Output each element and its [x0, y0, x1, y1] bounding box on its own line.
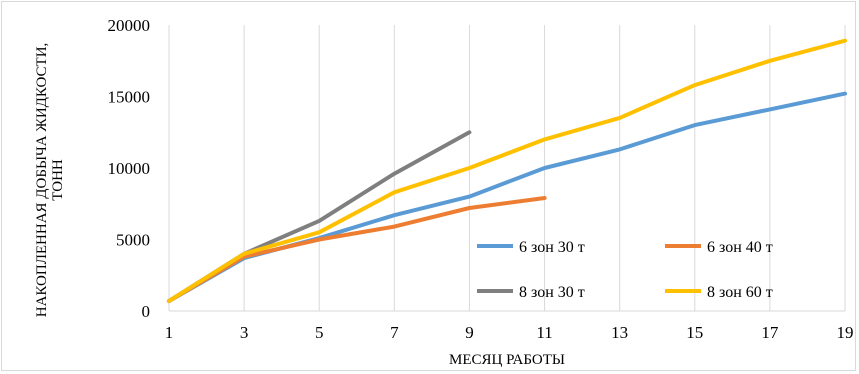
- x-tick-labels: 1 3 5 7 9 11 13 15 17 19: [165, 323, 854, 342]
- legend: 6 зон 30 т 6 зон 40 т 8 зон 30 т 8 зон 60 т: [477, 239, 773, 301]
- legend-label: 6 зон 40 т: [707, 239, 773, 256]
- y-tick-label: 20000: [108, 16, 151, 35]
- series-lines: [167, 38, 847, 303]
- x-axis-title: МЕСЯЦ РАБОТЫ: [449, 352, 565, 368]
- series-line: [167, 91, 847, 303]
- y-axis-title-line2: ТОНН: [50, 159, 66, 201]
- x-tick-label: 3: [240, 323, 249, 342]
- x-tick-label: 9: [465, 323, 474, 342]
- y-axis-title: НАКОПЛЕННАЯ ДОБЫЧА ЖИДКОСТИ, ТОНН: [34, 43, 66, 318]
- y-tick-label: 15000: [108, 88, 151, 107]
- x-tick-label: 15: [686, 323, 703, 342]
- series-line: [167, 38, 847, 303]
- y-axis-title-line1: НАКОПЛЕННАЯ ДОБЫЧА ЖИДКОСТИ,: [34, 43, 50, 318]
- x-tick-label: 7: [390, 323, 399, 342]
- y-tick-label: 5000: [116, 231, 150, 250]
- legend-label: 6 зон 30 т: [519, 239, 585, 256]
- legend-label: 8 зон 30 т: [519, 284, 585, 301]
- gridlines: [168, 25, 846, 312]
- series-line: [167, 196, 547, 303]
- y-tick-label: 10000: [108, 159, 151, 178]
- y-tick-labels: 0 5000 10000 15000 20000: [108, 16, 151, 321]
- y-tick-label: 0: [142, 302, 151, 321]
- x-tick-label: 1: [165, 323, 174, 342]
- x-tick-label: 17: [761, 323, 779, 342]
- x-tick-label: 13: [611, 323, 628, 342]
- legend-label: 8 зон 60 т: [707, 284, 773, 301]
- x-tick-label: 11: [536, 323, 552, 342]
- x-tick-label: 5: [315, 323, 324, 342]
- x-tick-label: 19: [837, 323, 854, 342]
